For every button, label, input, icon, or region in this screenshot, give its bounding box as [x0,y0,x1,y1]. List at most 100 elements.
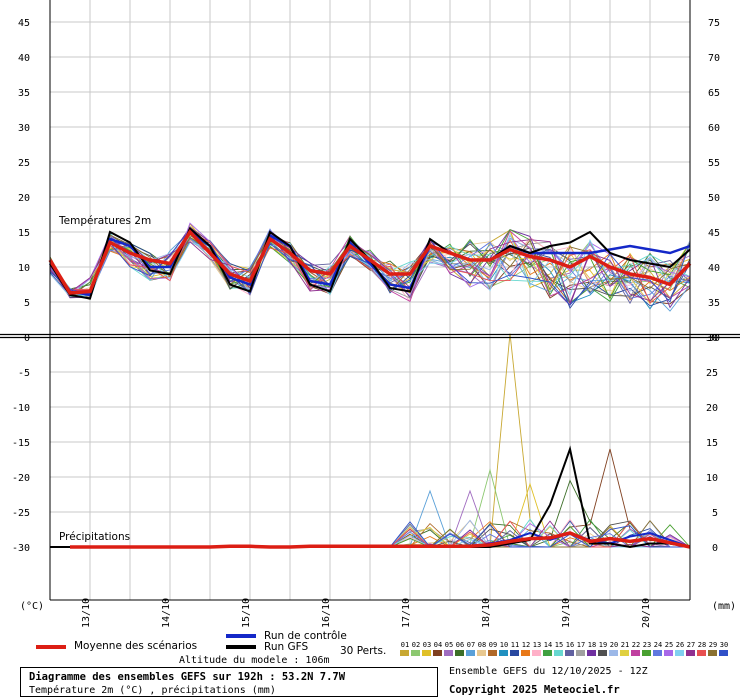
temp-left-tick-label: 0 [24,333,30,344]
precip-right-tick-label: 30 [706,333,718,344]
perturbation-id-label: 27 [686,641,696,649]
temp-perturbation-line [49,230,691,303]
perturbation-color-swatch [587,650,596,656]
date-tick-label: 16/10 [321,598,332,628]
perturbation-id-label: 12 [521,641,531,649]
perturbation-id-label: 14 [543,641,553,649]
altitude-label: Altitude du modele : 106m [179,655,330,666]
chart-axes [0,0,740,601]
perturbation-id-label: 25 [664,641,674,649]
precip-right-tick-label: 20 [706,403,718,414]
perturbation-id-label: 26 [675,641,685,649]
perturbation-id-label: 05 [444,641,454,649]
perturbation-color-swatch [466,650,475,656]
temp-right-tick-label: 55 [708,158,720,169]
copyright-label: Copyright 2025 Meteociel.fr [449,684,620,696]
date-tick-label: 17/10 [401,598,412,628]
perturbation-id-label: 20 [609,641,619,649]
perturbation-id-label: 23 [642,641,652,649]
perturbation-id-label: 01 [400,641,410,649]
perturbation-color-swatch [422,650,431,656]
perturbation-id-label: 16 [565,641,575,649]
perturbation-id-label: 13 [532,641,542,649]
perturbation-id-label: 07 [466,641,476,649]
date-tick-label: 20/10 [641,598,652,628]
perturbation-color-swatch [400,650,409,656]
precip-right-tick-label: 0 [712,543,718,554]
temp-right-tick-label: 65 [708,88,720,99]
perturbation-color-swatch [499,650,508,656]
temp-control-line [48,230,691,297]
perturbation-color-swatch [532,650,541,656]
temp-left-tick-label: 40 [18,53,30,64]
precip-left-tick-label: -15 [12,438,30,449]
temp-right-tick-label: 50 [708,193,720,204]
axis-labels: 0 5 10 15 20 25 30 35 40 45 -30 -25 -20 -15 -10 -5 30 35 4… [12,18,720,628]
precip-right-tick-label: 25 [706,368,718,379]
perturbation-id-label: 22 [631,641,641,649]
perturbation-id-label: 18 [587,641,597,649]
perturbation-id-label: 11 [510,641,520,649]
perturbation-color-swatch [686,650,695,656]
right-unit-label: (mm) [712,601,736,612]
temp-right-tick-label: 40 [708,263,720,274]
perturbation-color-swatch [631,650,640,656]
diagram-info-box: Diagramme des ensembles GEFS sur 192h : … [20,667,438,697]
perturbation-color-swatch [719,650,728,656]
perturbations-legend-label: 30 Perts. [340,645,387,657]
perturbation-color-swatch [444,650,453,656]
temp-left-tick-label: 45 [18,18,30,29]
perturbation-color-swatch [411,650,420,656]
temp-right-tick-label: 30 [708,333,720,344]
perturbation-color-swatch [477,650,486,656]
gfs-legend-swatch [226,645,256,649]
perturbation-color-swatch [433,650,442,656]
date-tick-label: 14/10 [161,598,172,628]
gfs-legend-label: Run GFS [264,641,309,653]
perturbation-color-swatch [697,650,706,656]
perturbation-color-swatch [565,650,574,656]
mean-legend-label: Moyenne des scénarios [74,640,198,652]
mean-legend-swatch [36,645,66,649]
ensemble-run-label: Ensemble GEFS du 12/10/2025 - 12Z [449,666,648,677]
perturbation-id-label: 02 [411,641,421,649]
perturbation-id-label: 28 [697,641,707,649]
main-series [48,226,692,549]
perturbation-id-label: 04 [433,641,443,649]
temp-mean-line [48,229,692,295]
perturbation-color-swatch [576,650,585,656]
temp-right-tick-label: 70 [708,53,720,64]
precip-left-tick-label: -25 [12,508,30,519]
temp-left-tick-label: 20 [18,193,30,204]
perturbation-color-swatch [642,650,651,656]
perturbation-color-swatch [554,650,563,656]
temp-left-tick-label: 5 [24,298,30,309]
precipitation-panel-title: Précipitations [59,531,130,543]
perturbation-id-label: 10 [499,641,509,649]
date-tick-label: 18/10 [481,598,492,628]
gefs-ensemble-chart: 0 5 10 15 20 25 30 35 40 45 -30 -25 -20 -15 -10 -5 30 35 4… [0,0,740,628]
diagram-title: Diagramme des ensembles GEFS sur 192h : … [29,671,346,683]
perturbation-color-swatch [620,650,629,656]
perturbation-id-label: 03 [422,641,432,649]
perturbation-color-swatch [609,650,618,656]
perturbation-id-label: 15 [554,641,564,649]
perturbation-id-label: 30 [719,641,729,649]
precip-left-tick-label: -5 [18,368,30,379]
temperature-panel-title: Températures 2m [58,215,151,227]
perturbation-color-swatch [488,650,497,656]
date-tick-label: 13/10 [81,598,92,628]
temp-perturbation-line [49,231,691,297]
perturbation-id-label: 21 [620,641,630,649]
perturbation-id-label: 19 [598,641,608,649]
perturbation-color-swatch [708,650,717,656]
perturbation-id-label: 08 [477,641,487,649]
perturbation-id-label: 24 [653,641,663,649]
precip-left-tick-label: -20 [12,473,30,484]
temp-left-tick-label: 15 [18,228,30,239]
temp-right-tick-label: 45 [708,228,720,239]
precip-right-tick-label: 10 [706,473,718,484]
perturbation-color-swatch [455,650,464,656]
precip-right-tick-label: 15 [706,438,718,449]
temp-left-tick-label: 25 [18,158,30,169]
